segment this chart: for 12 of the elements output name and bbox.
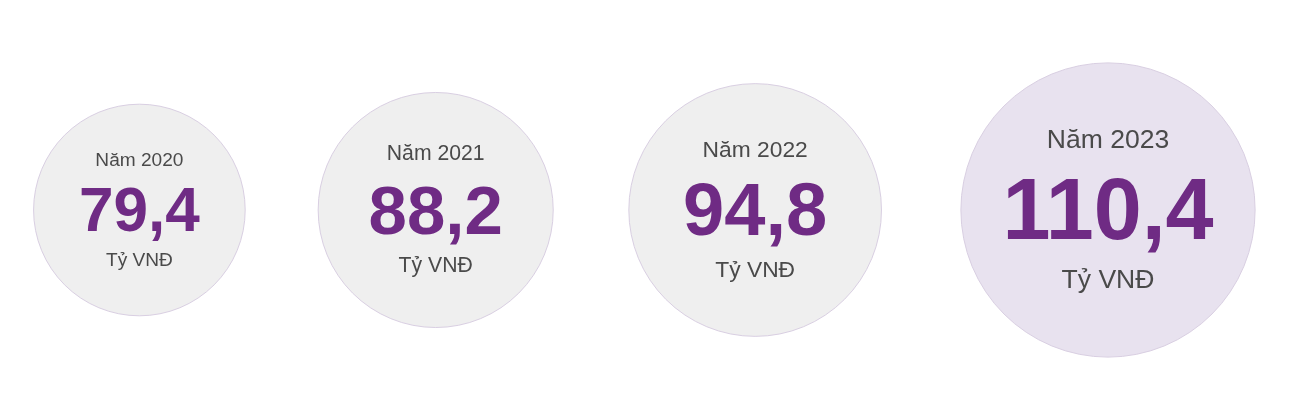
data-label: 94,8 bbox=[683, 167, 828, 251]
data-label: 110,4 bbox=[1002, 161, 1214, 258]
category-label: Năm 2022 bbox=[702, 136, 808, 163]
text: Tỷ VNĐ bbox=[105, 249, 173, 271]
text: Tỷ VNĐ bbox=[715, 255, 796, 282]
category-label: Năm 2021 bbox=[386, 141, 485, 165]
data-label: 79,4 bbox=[78, 175, 201, 245]
text: Tỷ VNĐ bbox=[398, 252, 473, 277]
category-label: Năm 2020 bbox=[95, 148, 184, 170]
data-label: 88,2 bbox=[368, 171, 503, 249]
category-label: Năm 2023 bbox=[1046, 124, 1170, 155]
text: Tỷ VNĐ bbox=[1061, 263, 1155, 294]
